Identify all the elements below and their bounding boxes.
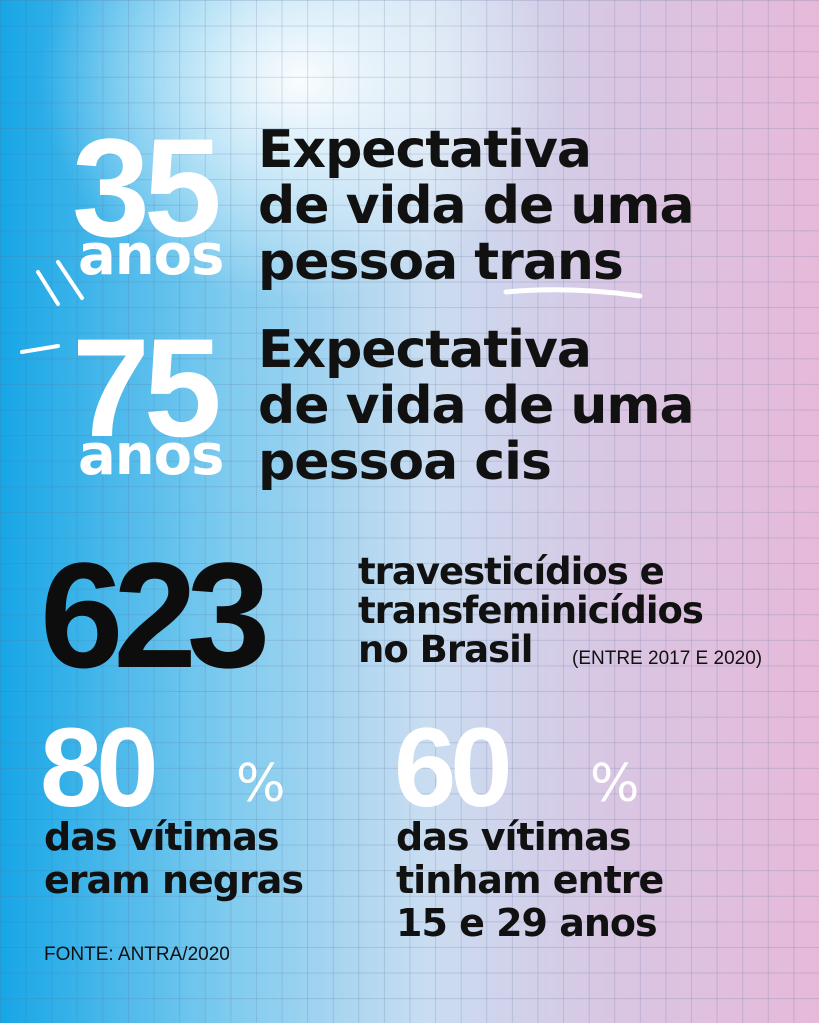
text-line: tinham entre — [396, 858, 664, 902]
text-line: pessoa trans — [258, 232, 624, 292]
text-line: transfeminicídios — [358, 589, 704, 632]
spark-line — [56, 260, 84, 300]
text-line: no Brasil — [358, 628, 533, 671]
stat-number: 60 — [394, 705, 513, 830]
text-line: Expectativa — [258, 120, 592, 180]
spark-line — [20, 344, 60, 354]
text-line: 15 e 29 anos — [396, 901, 658, 945]
stat-description: travesticídios e transfeminicídios no Br… — [358, 550, 704, 671]
text-line: Expectativa — [258, 320, 592, 380]
stat-number: 75 — [72, 309, 222, 466]
note: (ENTRE 2017 E 2020) — [572, 648, 763, 669]
stat-description: Expectativa de vida de uma pessoa cis — [258, 320, 695, 492]
stat-number: 35 — [72, 109, 222, 266]
stat-unit: % — [236, 754, 285, 814]
stat-description: Expectativa de vida de uma pessoa trans — [258, 120, 695, 292]
text-line: travesticídios e — [358, 550, 665, 593]
stat-description: das vítimas tinham entre 15 e 29 anos — [396, 815, 664, 945]
text-line: das vítimas — [396, 815, 632, 859]
text-line: eram negras — [44, 858, 304, 902]
text-line: de vida de uma — [258, 176, 695, 236]
stat-unit: anos — [78, 423, 224, 488]
spark-line — [36, 270, 60, 306]
text-line: pessoa cis — [258, 432, 552, 492]
stat-description: das vítimas eram negras — [44, 815, 304, 902]
stat-number: 80 — [40, 705, 159, 830]
stat-unit: anos — [78, 223, 224, 288]
underline — [503, 287, 643, 299]
stat-number: 623 — [40, 531, 270, 699]
text-line: de vida de uma — [258, 376, 695, 436]
stat-unit: % — [590, 754, 639, 814]
text-line: das vítimas — [44, 815, 280, 859]
source: FONTE: ANTRA/2020 — [44, 944, 230, 965]
